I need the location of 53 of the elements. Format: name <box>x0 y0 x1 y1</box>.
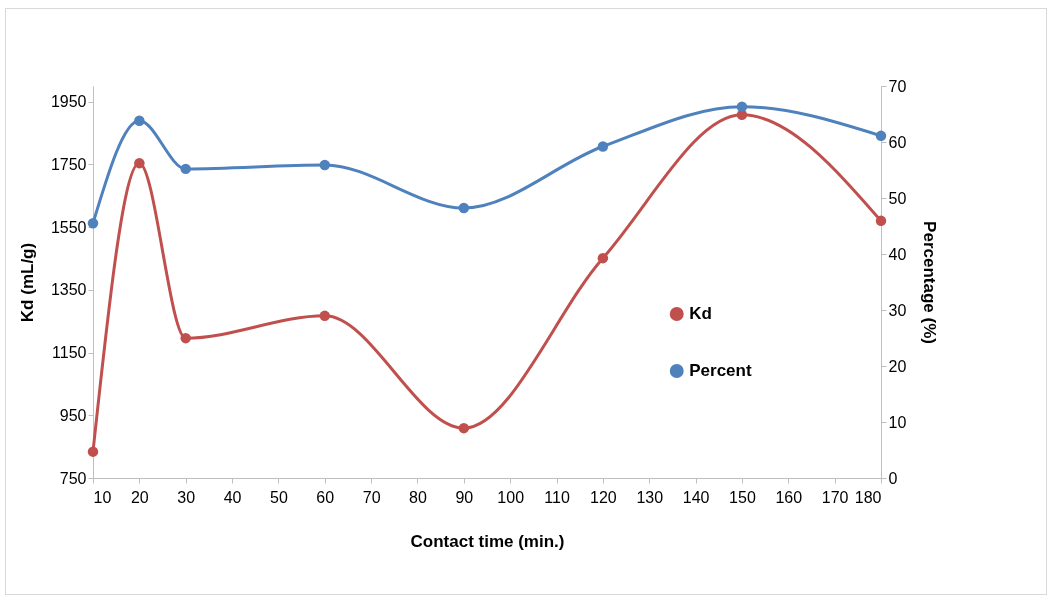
y2-tick-label: 60 <box>888 133 907 151</box>
point <box>180 163 191 175</box>
x-tick-label: 160 <box>775 488 803 506</box>
x-tick-label: 180 <box>854 488 882 506</box>
point <box>458 202 470 214</box>
legend-label: Kd <box>689 304 712 324</box>
x-tick-label: 10 <box>93 488 112 506</box>
point <box>597 141 609 152</box>
point <box>134 157 145 169</box>
x-tick-label: 90 <box>455 488 474 506</box>
y2-tick-label: 20 <box>888 357 907 375</box>
y-tick-label: 1950 <box>50 93 87 111</box>
x-tick-label: 80 <box>409 488 427 506</box>
point <box>87 217 99 229</box>
y2-axis-title: Percentage (%) <box>920 221 940 344</box>
point <box>87 446 99 457</box>
y2-tick-label: 50 <box>888 189 907 207</box>
x-axis-title: Contact time (min.) <box>410 531 565 551</box>
y-tick-label: 1550 <box>50 218 87 236</box>
y2-tick-label: 10 <box>888 413 907 431</box>
x-tick-label: 130 <box>636 488 664 506</box>
y2-tick-label: 70 <box>888 77 907 95</box>
point <box>875 215 887 227</box>
point <box>597 252 609 264</box>
y-tick-label: 750 <box>59 469 87 487</box>
y-tick-label: 1350 <box>50 281 87 299</box>
x-tick-label: 30 <box>177 488 196 506</box>
x-tick-label: 40 <box>223 488 242 506</box>
point <box>458 422 470 434</box>
legend-label: Percent <box>689 361 752 381</box>
x-tick-label: 140 <box>682 488 710 506</box>
y-tick-label: 950 <box>59 406 87 424</box>
y-tick-label: 1150 <box>52 344 87 362</box>
y2-tick-label: 30 <box>888 301 907 319</box>
x-tick-label: 60 <box>316 488 335 506</box>
x-tick-label: 150 <box>729 488 756 506</box>
x-tick-label: 120 <box>590 488 617 506</box>
x-tick-label: 100 <box>497 488 525 506</box>
point <box>736 101 748 112</box>
x-tick-label: 70 <box>362 488 381 506</box>
x-tick-label: 50 <box>270 488 288 506</box>
y2-tick-label: 40 <box>888 245 907 263</box>
point <box>134 115 145 126</box>
x-tick-label: 170 <box>821 488 849 506</box>
x-tick-label: 20 <box>130 488 149 506</box>
point <box>180 332 191 344</box>
x-tick-label: 110 <box>544 488 570 506</box>
point <box>319 310 331 322</box>
point <box>319 159 331 171</box>
y-tick-label: 1750 <box>50 155 87 173</box>
y-axis-title: Kd (mL/g) <box>17 242 37 323</box>
point <box>875 130 887 142</box>
y2-tick-label: 0 <box>888 469 898 487</box>
